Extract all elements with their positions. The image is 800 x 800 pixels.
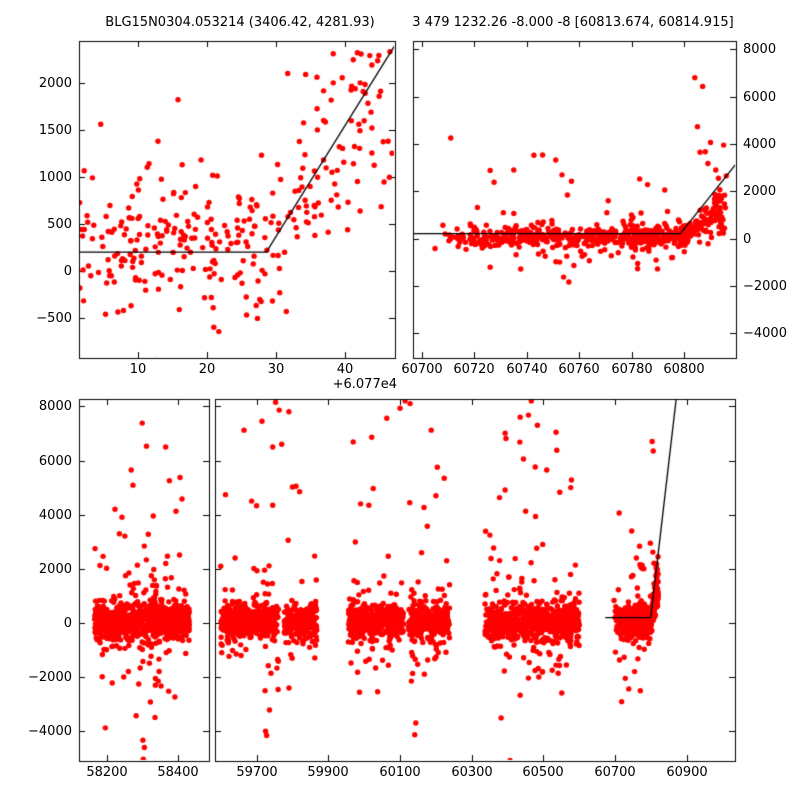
y-tick-label: 0 <box>743 231 752 247</box>
bottom-plot-area <box>79 399 735 761</box>
top-left-plot-area <box>79 41 395 358</box>
y-tick-label: 6000 <box>38 453 72 469</box>
y-tick-label: 500 <box>47 216 72 232</box>
y-tick-label: 2000 <box>38 75 72 91</box>
y-tick-label: 4000 <box>38 507 72 523</box>
y-tick-label: −2000 <box>28 669 72 685</box>
y-tick-label: 0 <box>63 615 72 631</box>
y-tick-label: 0 <box>63 263 72 279</box>
x-axis-offset-label: +6.077e4 <box>332 377 397 392</box>
x-tick-label: 60900 <box>666 765 708 780</box>
x-tick-label: 60300 <box>451 765 493 780</box>
x-tick-label: 60760 <box>558 362 600 377</box>
x-tick-label: 58400 <box>157 765 199 780</box>
top-right-plot-area <box>413 41 736 358</box>
y-tick-label: 8000 <box>743 41 777 57</box>
x-tick-label: 40 <box>336 362 354 377</box>
y-tick-label: 2000 <box>743 183 777 199</box>
y-tick-label: 1500 <box>38 122 72 138</box>
x-tick-label: 20 <box>198 362 216 377</box>
x-tick-label: 59900 <box>307 765 349 780</box>
x-tick-label: 60700 <box>401 362 443 377</box>
x-tick-label: 10 <box>129 362 147 377</box>
right-plot-title: 3 479 1232.26 -8.000 -8 [60813.674, 6081… <box>412 15 734 30</box>
y-tick-label: 4000 <box>743 136 777 152</box>
y-tick-label: −2000 <box>743 278 787 294</box>
x-tick-label: 58200 <box>86 765 128 780</box>
y-tick-label: 6000 <box>743 89 777 105</box>
x-tick-label: 60100 <box>379 765 421 780</box>
x-tick-label: 60800 <box>663 362 705 377</box>
left-plot-title: BLG15N0304.053214 (3406.42, 4281.93) <box>105 15 375 30</box>
y-tick-label: −4000 <box>28 723 72 739</box>
y-tick-label: 2000 <box>38 561 72 577</box>
y-tick-label: 1000 <box>38 169 72 185</box>
y-tick-label: −4000 <box>743 325 787 341</box>
x-tick-label: 60720 <box>453 362 495 377</box>
x-tick-label: 60700 <box>594 765 636 780</box>
y-tick-label: 8000 <box>38 398 72 414</box>
x-tick-label: 60780 <box>611 362 653 377</box>
x-tick-label: 59700 <box>236 765 278 780</box>
x-tick-label: 30 <box>267 362 285 377</box>
x-tick-label: 60740 <box>506 362 548 377</box>
x-tick-label: 60500 <box>522 765 564 780</box>
y-tick-label: −500 <box>36 310 72 326</box>
